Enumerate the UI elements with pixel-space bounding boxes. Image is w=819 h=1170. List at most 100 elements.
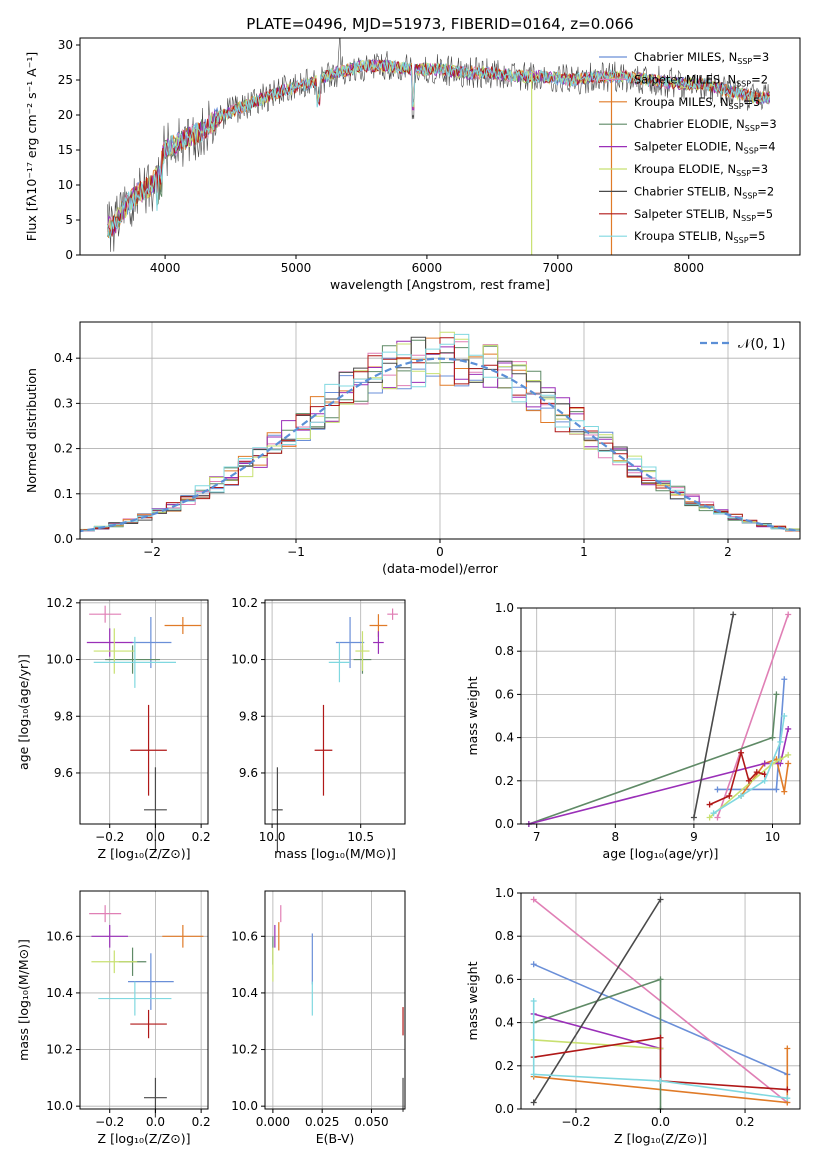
weight-marker xyxy=(761,760,768,767)
weight-marker xyxy=(530,998,537,1004)
weight-marker xyxy=(530,1071,537,1078)
panel-age-vs-mass: 10.0 10.5 9.6 9.8 10.0 10.2 mass [log₁₀(M/M⊙)] xyxy=(231,596,406,861)
y-tick-label: 0.2 xyxy=(54,442,73,456)
errorbar-point-0 xyxy=(128,953,174,1010)
x-tick-label: 6000 xyxy=(412,261,443,275)
y-tick-label: 10.0 xyxy=(46,653,73,667)
weight-marker xyxy=(657,896,664,903)
y-tick-label: 0.4 xyxy=(54,351,73,365)
plot-area xyxy=(272,905,404,1112)
weight-marker xyxy=(761,777,768,784)
y-tick-label: 0.0 xyxy=(54,532,73,546)
legend-label-sub: SSP xyxy=(737,57,752,66)
weight-line-4 xyxy=(533,1013,661,1050)
errorbar-point-6 xyxy=(272,767,283,853)
legend-label: Chabrier MILES, NSSP=3 xyxy=(634,50,769,66)
y-tick-label: 0.4 xyxy=(495,1016,514,1030)
grid xyxy=(265,891,405,1109)
figure-title: PLATE=0496, MJD=51973, FIBERID=0164, z=0… xyxy=(246,15,633,33)
x-axis-label: E(B-V) xyxy=(316,1131,355,1146)
weight-marker xyxy=(657,1034,664,1041)
x-axis-label: mass [log₁₀(M/M⊙)] xyxy=(274,846,396,861)
x-tick-label: 0.2 xyxy=(192,830,211,844)
errorbar-point-0 xyxy=(130,617,172,669)
errorbar-point-1 xyxy=(89,905,122,923)
errorbar-point-7 xyxy=(314,704,333,796)
weight-marker xyxy=(530,1099,537,1106)
y-axis-label: mass weight xyxy=(465,676,480,755)
x-tick-label: 2 xyxy=(724,545,732,559)
legend-label: 𝒩(0, 1) xyxy=(738,337,785,352)
weight-marker xyxy=(785,725,792,732)
legend-label-count: =5 xyxy=(749,229,766,243)
x-tick-label: 0 xyxy=(436,545,444,559)
panel-mass-vs-EBV: 0.000 0.025 0.050 10.0 10.2 10.4 10.6 E(B-V) xyxy=(231,890,406,1146)
x-tick-label: 0.2 xyxy=(735,1115,754,1129)
x-tick-label: 0.0 xyxy=(651,1115,670,1129)
weight-marker xyxy=(690,814,697,821)
legend-label: Kroupa STELIB, NSSP=5 xyxy=(634,229,765,245)
axes-frame xyxy=(264,599,406,825)
errorbar-point-4 xyxy=(373,631,384,654)
x-tick-label: 0.050 xyxy=(354,1115,388,1129)
legend-label-main: Salpeter STELIB, N xyxy=(634,207,741,221)
axes-frame xyxy=(79,37,801,256)
plot-area xyxy=(107,38,771,255)
y-tick-label: 0.8 xyxy=(495,929,514,943)
panel-spectrum: 4000 5000 6000 7000 8000 0 5 10 15 20 25 30 waveleng… xyxy=(24,37,801,292)
weight-marker xyxy=(784,1086,791,1093)
y-tick-label: 25 xyxy=(58,73,73,87)
weight-marker xyxy=(773,786,780,793)
y-tick-label: 10.2 xyxy=(231,1043,258,1057)
legend-label-count: =2 xyxy=(751,72,768,86)
errorbar-point-5 xyxy=(93,628,135,674)
y-tick-label: 10.0 xyxy=(231,1099,258,1113)
panel-mass-vs-Z: −0.2 0.0 0.2 10.0 10.2 10.4 10.6 Z [log₁₀(Z/Z⊙)… xyxy=(16,890,211,1146)
x-axis-label: wavelength [Angstrom, rest frame] xyxy=(330,277,550,292)
y-axis-label: Normed distribution xyxy=(24,368,39,493)
legend-label-count: =2 xyxy=(757,184,774,198)
weight-marker xyxy=(530,961,537,968)
weight-line-6 xyxy=(533,899,662,1103)
y-tick-label: 9.8 xyxy=(54,709,73,723)
weight-marker xyxy=(726,792,733,799)
legend-label-count: =5 xyxy=(744,95,761,109)
panels: 4000 5000 6000 7000 8000051015202530waveleng… xyxy=(16,37,801,1146)
weight-marker xyxy=(706,814,713,821)
y-tick-label: 0.8 xyxy=(495,644,514,658)
y-tick-label: 10.2 xyxy=(46,596,73,610)
plot-area xyxy=(89,905,204,1118)
weight-marker xyxy=(781,788,788,795)
weight-marker xyxy=(784,1045,791,1052)
x-axis-label: (data-model)/error xyxy=(382,561,499,576)
x-tick-label: 0.2 xyxy=(192,1115,211,1129)
panel-weight-vs-age: 7 8 9 10 0.0 0.2 0.4 0.6 0.8 1.0 age [log₁₀(age/yr… xyxy=(465,601,801,861)
gaussian-curve xyxy=(80,357,800,533)
x-tick-label: 10.0 xyxy=(259,830,286,844)
weight-marker xyxy=(777,756,784,763)
weight-line-5 xyxy=(533,1039,661,1050)
weight-marker xyxy=(781,713,788,719)
legend-label-main: Kroupa ELODIE, N xyxy=(634,162,736,176)
errorbar-point-0 xyxy=(335,617,365,669)
legend-label: Kroupa MILES, NSSP=5 xyxy=(634,95,760,111)
weight-marker xyxy=(530,896,537,903)
legend-label-sub: SSP xyxy=(745,124,760,133)
legend-label-sub: SSP xyxy=(736,79,751,88)
panel-residuals: −2 −1 0 1 2 0.0 0.1 0.2 0.3 0.4 (data-model)/error… xyxy=(24,321,801,576)
weight-marker xyxy=(781,676,788,683)
legend-label-count: =5 xyxy=(756,207,773,221)
y-tick-label: 10.0 xyxy=(46,1099,73,1113)
x-axis-label: age [log₁₀(age/yr)] xyxy=(603,846,719,861)
weight-marker xyxy=(785,751,792,758)
y-tick-label: 0.2 xyxy=(495,774,514,788)
legend: Chabrier MILES, NSSP=3 Salpeter MILES, NS… xyxy=(599,50,777,245)
y-tick-label: 0.2 xyxy=(495,1059,514,1073)
legend-label-main: Salpeter ELODIE, N xyxy=(634,140,744,154)
y-tick-label: 0.0 xyxy=(495,1102,514,1116)
legend-label: Salpeter MILES, NSSP=2 xyxy=(634,72,768,88)
legend-label: Chabrier STELIB, NSSP=2 xyxy=(634,184,774,200)
weight-marker xyxy=(753,769,760,776)
legend-label-sub: SSP xyxy=(742,191,757,200)
